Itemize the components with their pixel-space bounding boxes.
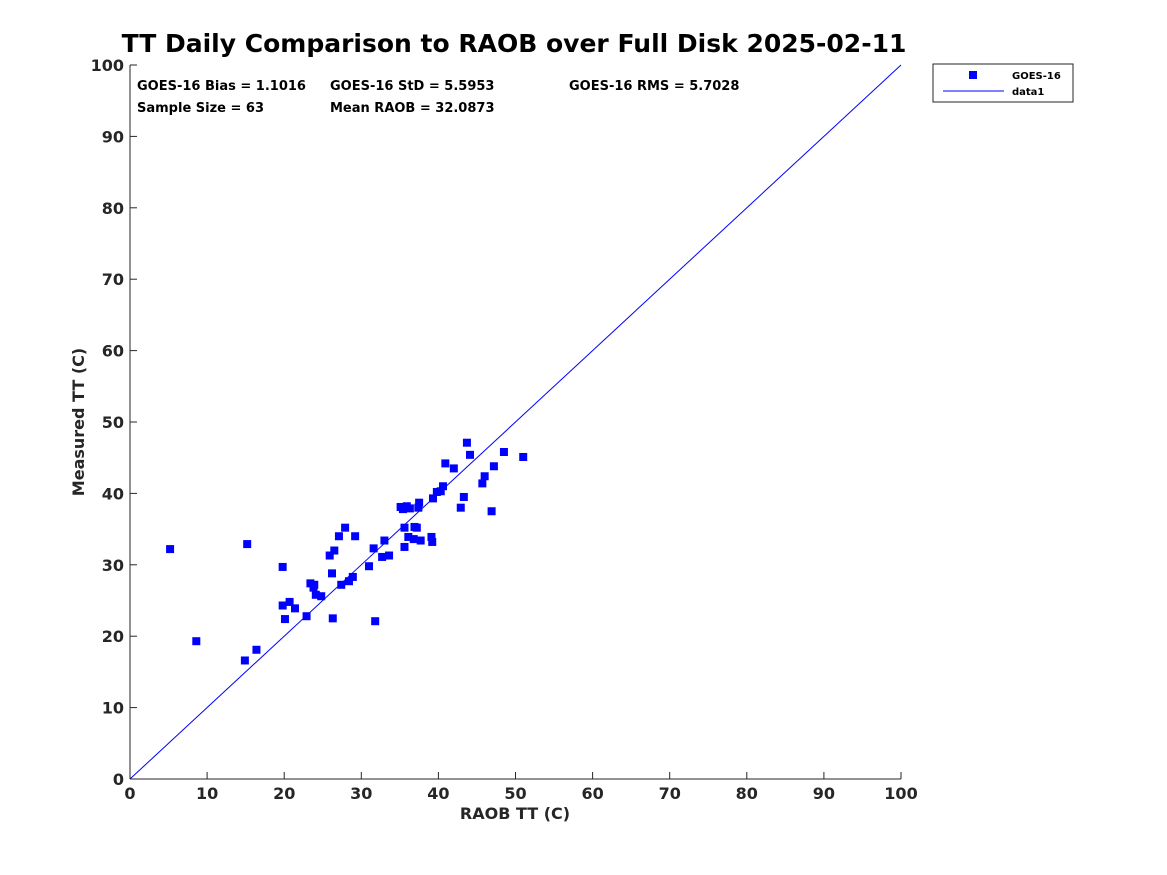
stat-bias: GOES-16 Bias = 1.1016 bbox=[137, 79, 306, 94]
legend-label-goes16: GOES-16 bbox=[1012, 71, 1061, 82]
x-tick-label: 80 bbox=[736, 784, 758, 803]
stat-rms: GOES-16 RMS = 5.7028 bbox=[569, 79, 739, 94]
x-tick-label: 60 bbox=[581, 784, 603, 803]
data-point bbox=[416, 536, 425, 545]
data-point bbox=[459, 492, 468, 501]
y-axis-label: Measured TT (C) bbox=[69, 348, 88, 496]
data-point bbox=[302, 612, 311, 621]
data-point bbox=[436, 487, 445, 496]
data-point bbox=[192, 637, 201, 646]
data-point bbox=[290, 604, 299, 613]
y-tick-label: 100 bbox=[91, 56, 124, 75]
data-point bbox=[462, 438, 471, 447]
data-point bbox=[341, 523, 350, 532]
data-point bbox=[252, 645, 261, 654]
data-point bbox=[278, 601, 287, 610]
data-point bbox=[311, 590, 320, 599]
data-point bbox=[449, 464, 458, 473]
y-tick-label: 80 bbox=[102, 199, 124, 218]
data-point bbox=[412, 523, 421, 532]
x-tick-label: 0 bbox=[124, 784, 135, 803]
data-point bbox=[441, 459, 450, 468]
y-tick-label: 30 bbox=[102, 556, 124, 575]
stat-std: GOES-16 StD = 5.5953 bbox=[330, 79, 494, 94]
data-point bbox=[365, 562, 374, 571]
x-tick-label: 30 bbox=[350, 784, 372, 803]
data-point bbox=[285, 597, 294, 606]
data-point bbox=[489, 462, 498, 471]
plot-area: 0 10 20 30 40 50 60 70 80 90 100 0 10 20 30 40 50 60 70 80 9… bbox=[91, 56, 918, 803]
data-point bbox=[415, 498, 424, 507]
data-point bbox=[466, 450, 475, 459]
data-point bbox=[328, 614, 337, 623]
y-tick-label: 50 bbox=[102, 413, 124, 432]
y-tick-label: 20 bbox=[102, 627, 124, 646]
x-tick-label: 100 bbox=[884, 784, 917, 803]
x-tick-label: 20 bbox=[273, 784, 295, 803]
axis-ticks: 0 10 20 30 40 50 60 70 80 90 100 0 10 20 30 40 50 60 70 80 9… bbox=[91, 56, 918, 803]
data-point bbox=[240, 656, 249, 665]
stat-mean-raob: Mean RAOB = 32.0873 bbox=[330, 101, 495, 116]
data-point bbox=[310, 580, 319, 589]
data-point bbox=[243, 540, 252, 549]
data-point bbox=[385, 551, 394, 560]
data-point bbox=[400, 542, 409, 551]
x-tick-label: 70 bbox=[659, 784, 681, 803]
data-point bbox=[487, 507, 496, 516]
data-point bbox=[439, 482, 448, 491]
data-point bbox=[351, 532, 360, 541]
data-point bbox=[371, 617, 380, 626]
data-point bbox=[348, 572, 357, 581]
y-tick-label: 0 bbox=[113, 770, 124, 789]
data-point bbox=[369, 544, 378, 553]
data-point bbox=[317, 592, 326, 601]
data-point bbox=[429, 494, 438, 503]
x-tick-label: 40 bbox=[427, 784, 449, 803]
y-tick-label: 70 bbox=[102, 270, 124, 289]
data-point bbox=[380, 536, 389, 545]
y-tick-label: 60 bbox=[102, 342, 124, 361]
data-point bbox=[325, 551, 334, 560]
x-tick-label: 90 bbox=[813, 784, 835, 803]
data-point bbox=[334, 532, 343, 541]
data-point bbox=[428, 537, 437, 546]
data-point bbox=[404, 532, 413, 541]
stat-sample-size: Sample Size = 63 bbox=[137, 101, 264, 116]
data-point bbox=[337, 580, 346, 589]
data-point bbox=[378, 552, 387, 561]
data-layer bbox=[129, 64, 902, 780]
legend-box bbox=[932, 63, 1074, 103]
y-tick-label: 10 bbox=[102, 699, 124, 718]
data-point bbox=[480, 472, 489, 481]
data-point bbox=[278, 562, 287, 571]
y-tick-label: 90 bbox=[102, 127, 124, 146]
data-point bbox=[405, 504, 414, 513]
data-point bbox=[166, 545, 175, 554]
data-point bbox=[400, 523, 409, 532]
data-point bbox=[414, 503, 423, 512]
data-point bbox=[456, 503, 465, 512]
data-point bbox=[328, 569, 337, 578]
data-point bbox=[478, 479, 487, 488]
data-point bbox=[519, 452, 528, 461]
stats-block: GOES-16 Bias = 1.1016 GOES-16 StD = 5.59… bbox=[137, 79, 739, 116]
data-point bbox=[409, 535, 418, 544]
x-axis-label: RAOB TT (C) bbox=[460, 804, 570, 823]
data-point bbox=[499, 447, 508, 456]
data-point bbox=[344, 577, 353, 586]
x-tick-label: 50 bbox=[504, 784, 526, 803]
chart-title: TT Daily Comparison to RAOB over Full Di… bbox=[122, 29, 907, 58]
data-point bbox=[427, 532, 436, 541]
data-point bbox=[330, 546, 339, 555]
data-point bbox=[280, 615, 289, 624]
y-tick-label: 40 bbox=[102, 484, 124, 503]
x-tick-label: 10 bbox=[196, 784, 218, 803]
reference-line-data1 bbox=[129, 64, 902, 780]
legend-marker-goes16 bbox=[969, 71, 977, 79]
legend-label-data1: data1 bbox=[1012, 87, 1044, 98]
legend: GOES-16 data1 bbox=[932, 63, 1074, 103]
